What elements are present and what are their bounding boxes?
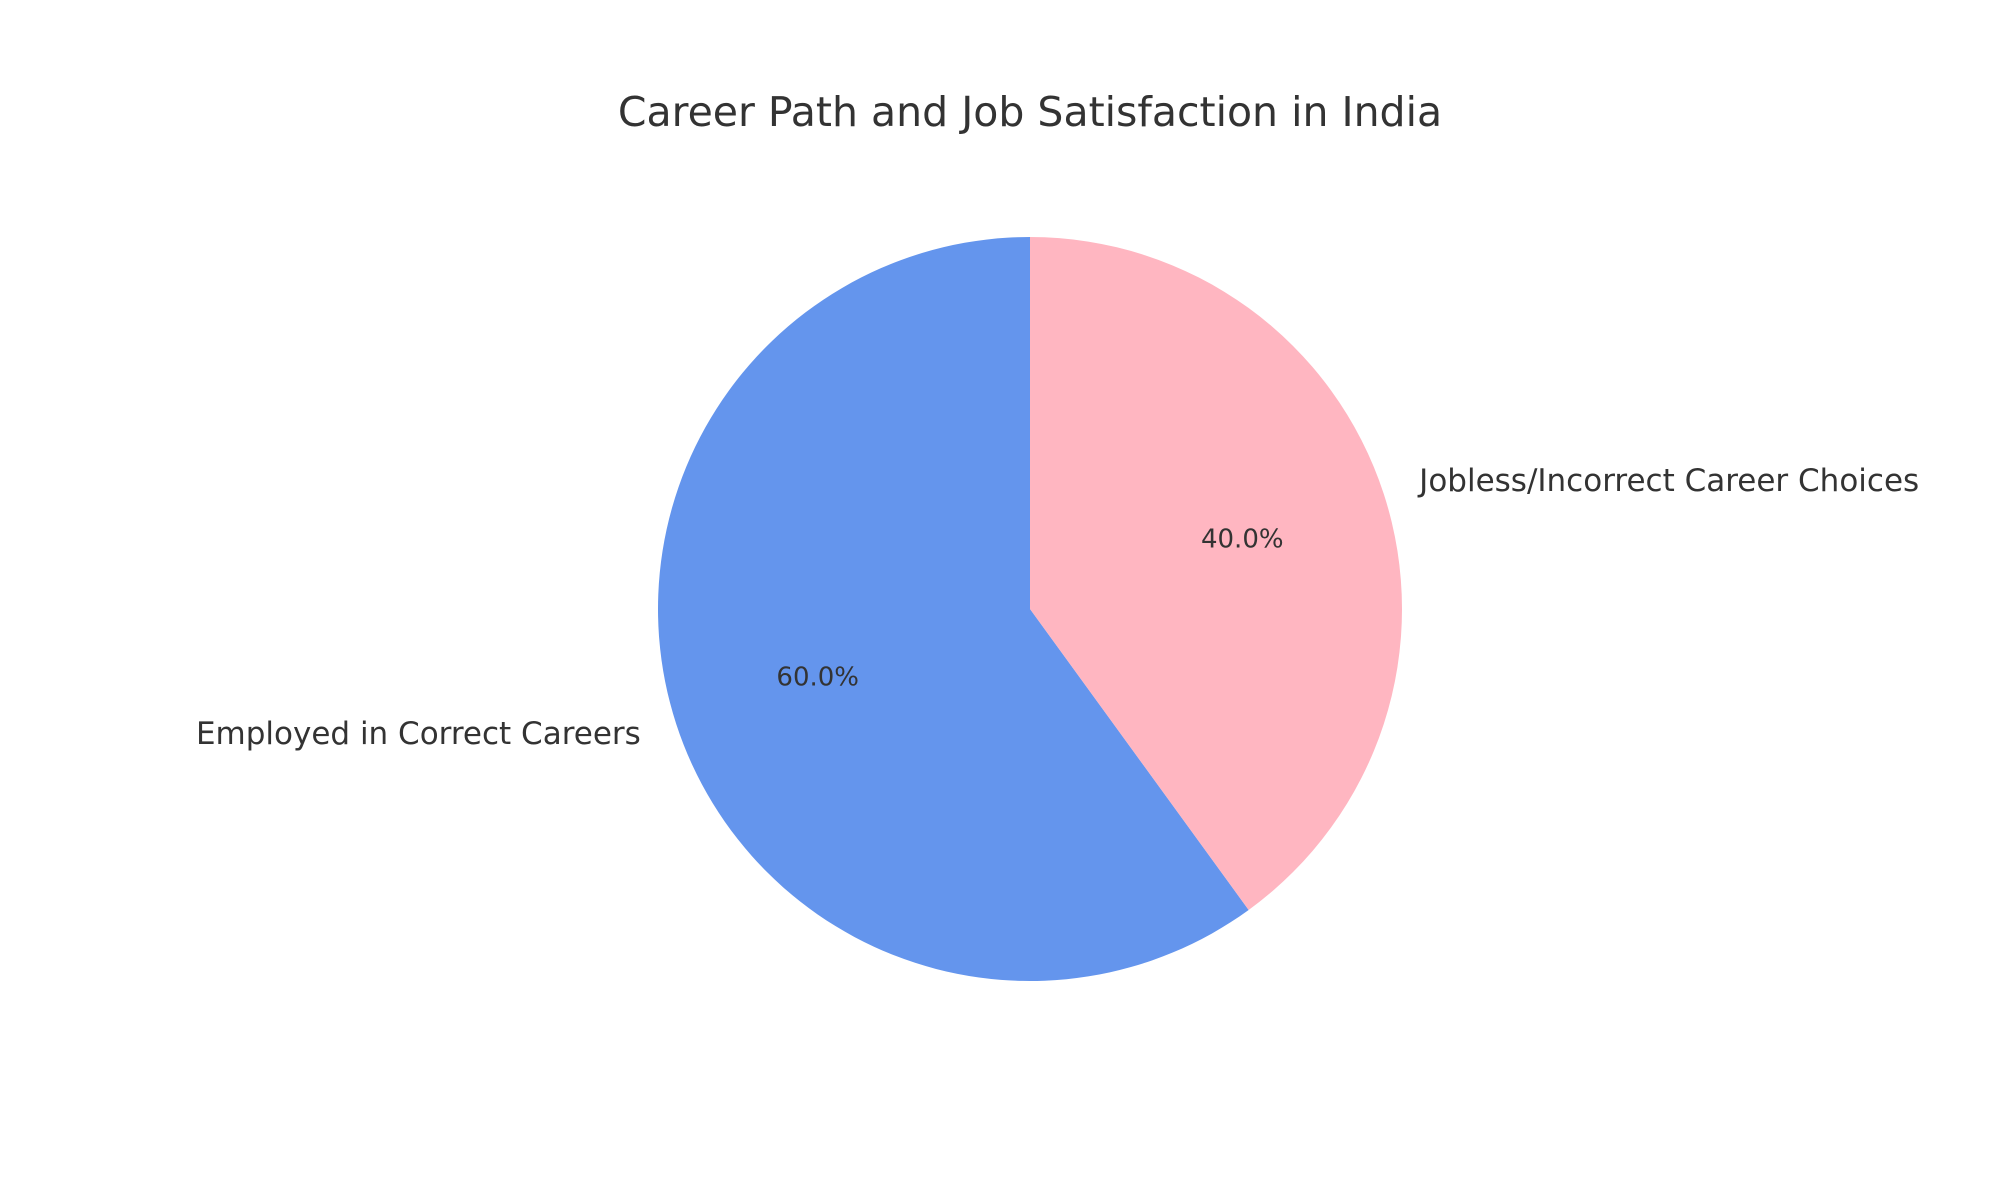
slice-label-employed-in-correct-careers: Employed in Correct Careers [196,716,641,752]
pie-slice-employed-in-correct-careers [657,237,1249,981]
pie-labels: Employed in Correct Careers 60.0% Jobless/… [196,463,1919,752]
pie-slice-jobless-incorrect-career-choices [1030,237,1402,910]
slice-label-jobless-incorrect-career-choices: Jobless/Incorrect Career Choices [1417,463,1919,499]
slice-percent-jobless-incorrect-career-choices: 40.0% [1201,525,1284,555]
pie-slices [657,237,1402,981]
chart-title: Career Path and Job Satisfaction in Indi… [618,88,1442,136]
slice-percent-employed-in-correct-careers: 60.0% [776,662,859,692]
